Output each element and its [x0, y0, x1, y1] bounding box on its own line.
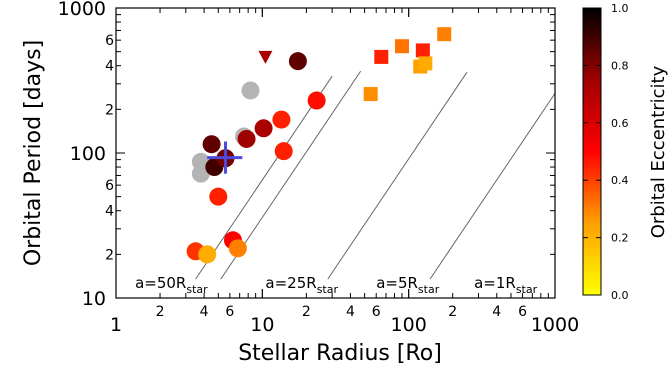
reference-line: [429, 93, 555, 280]
y-tick-label: 1000: [58, 0, 106, 20]
highlighted-planet: [207, 141, 243, 174]
plot-frame: [115, 7, 556, 299]
colorbar-tick-label: 0.6: [611, 117, 629, 130]
data-point-circle: [272, 110, 291, 129]
x-minor-tick-label: 6: [518, 304, 527, 320]
data-points: [186, 27, 452, 264]
data-point-square: [437, 27, 452, 42]
x-minor-tick-label: 2: [448, 304, 457, 320]
data-point-circle: [254, 119, 273, 138]
data-point-square: [415, 43, 430, 58]
colorbar: 0.0 0.2 0.4 0.6 0.8 1.0 Orbital Eccentricity: [582, 2, 669, 302]
colorbar-label: Orbital Eccentricity: [648, 65, 669, 238]
data-point-circle: [288, 52, 307, 71]
colorbar-tick-label: 1.0: [611, 2, 629, 15]
x-tick-label: 10: [250, 314, 274, 336]
y-tick-label: 100: [70, 143, 106, 165]
data-point-triangle: [258, 50, 273, 64]
x-tick-label: 1000: [531, 314, 579, 336]
axis-ticks: [115, 7, 556, 299]
data-point-square: [374, 49, 389, 64]
y-minor-tick-label: 4: [105, 204, 114, 220]
colorbar-tick-label: 0.0: [611, 289, 629, 302]
colorbar-tick-label: 0.4: [611, 174, 629, 187]
y-tick-label: 10: [82, 288, 106, 310]
data-point-circle: [228, 239, 247, 258]
reference-lines: [195, 70, 555, 280]
x-minor-tick-label: 6: [372, 304, 381, 320]
colorbar-gradient: [582, 7, 602, 296]
y-minor-tick-label: 2: [105, 247, 114, 263]
data-point-circle: [241, 81, 260, 100]
data-point-circle: [274, 142, 293, 161]
x-minor-tick-label: 2: [156, 304, 165, 320]
y-minor-tick-label: 4: [105, 59, 114, 75]
reference-line-label: a=25Rstar: [265, 274, 338, 296]
colorbar-ticks: 0.0 0.2 0.4 0.6 0.8 1.0: [583, 2, 629, 302]
x-minor-tick-label: 6: [225, 304, 234, 320]
x-minor-tick-label: 4: [346, 304, 355, 320]
data-point-square: [418, 56, 433, 71]
y-minor-tick-label: 6: [105, 33, 114, 49]
x-minor-tick-label: 4: [200, 304, 209, 320]
data-point-circle: [198, 245, 217, 264]
y-axis-title: Orbital Period [days]: [21, 40, 46, 266]
x-tick-label: 1: [110, 314, 122, 336]
x-minor-tick-label: 4: [492, 304, 501, 320]
data-point-circle: [307, 91, 326, 110]
data-point-circle: [209, 187, 228, 206]
colorbar-tick-label: 0.8: [611, 59, 629, 72]
reference-line: [327, 72, 468, 280]
data-point-circle: [191, 152, 210, 171]
x-minor-tick-label: 2: [302, 304, 311, 320]
x-tick-label: 100: [391, 314, 427, 336]
data-point-circle: [202, 135, 221, 154]
reference-line-label: a=1Rstar: [474, 274, 538, 296]
reference-line-labels: a=50Rstar a=25Rstar a=5Rstar a=1Rstar: [135, 274, 538, 296]
reference-line: [195, 75, 333, 280]
data-point-square: [363, 87, 378, 102]
y-minor-tick-label: 2: [105, 102, 114, 118]
x-axis-title: Stellar Radius [Ro]: [238, 341, 442, 366]
data-point-circle: [237, 129, 256, 148]
reference-line-label: a=5Rstar: [376, 274, 440, 296]
colorbar-tick-label: 0.2: [611, 232, 629, 245]
data-point-square: [394, 39, 409, 54]
y-minor-tick-label: 6: [105, 178, 114, 194]
